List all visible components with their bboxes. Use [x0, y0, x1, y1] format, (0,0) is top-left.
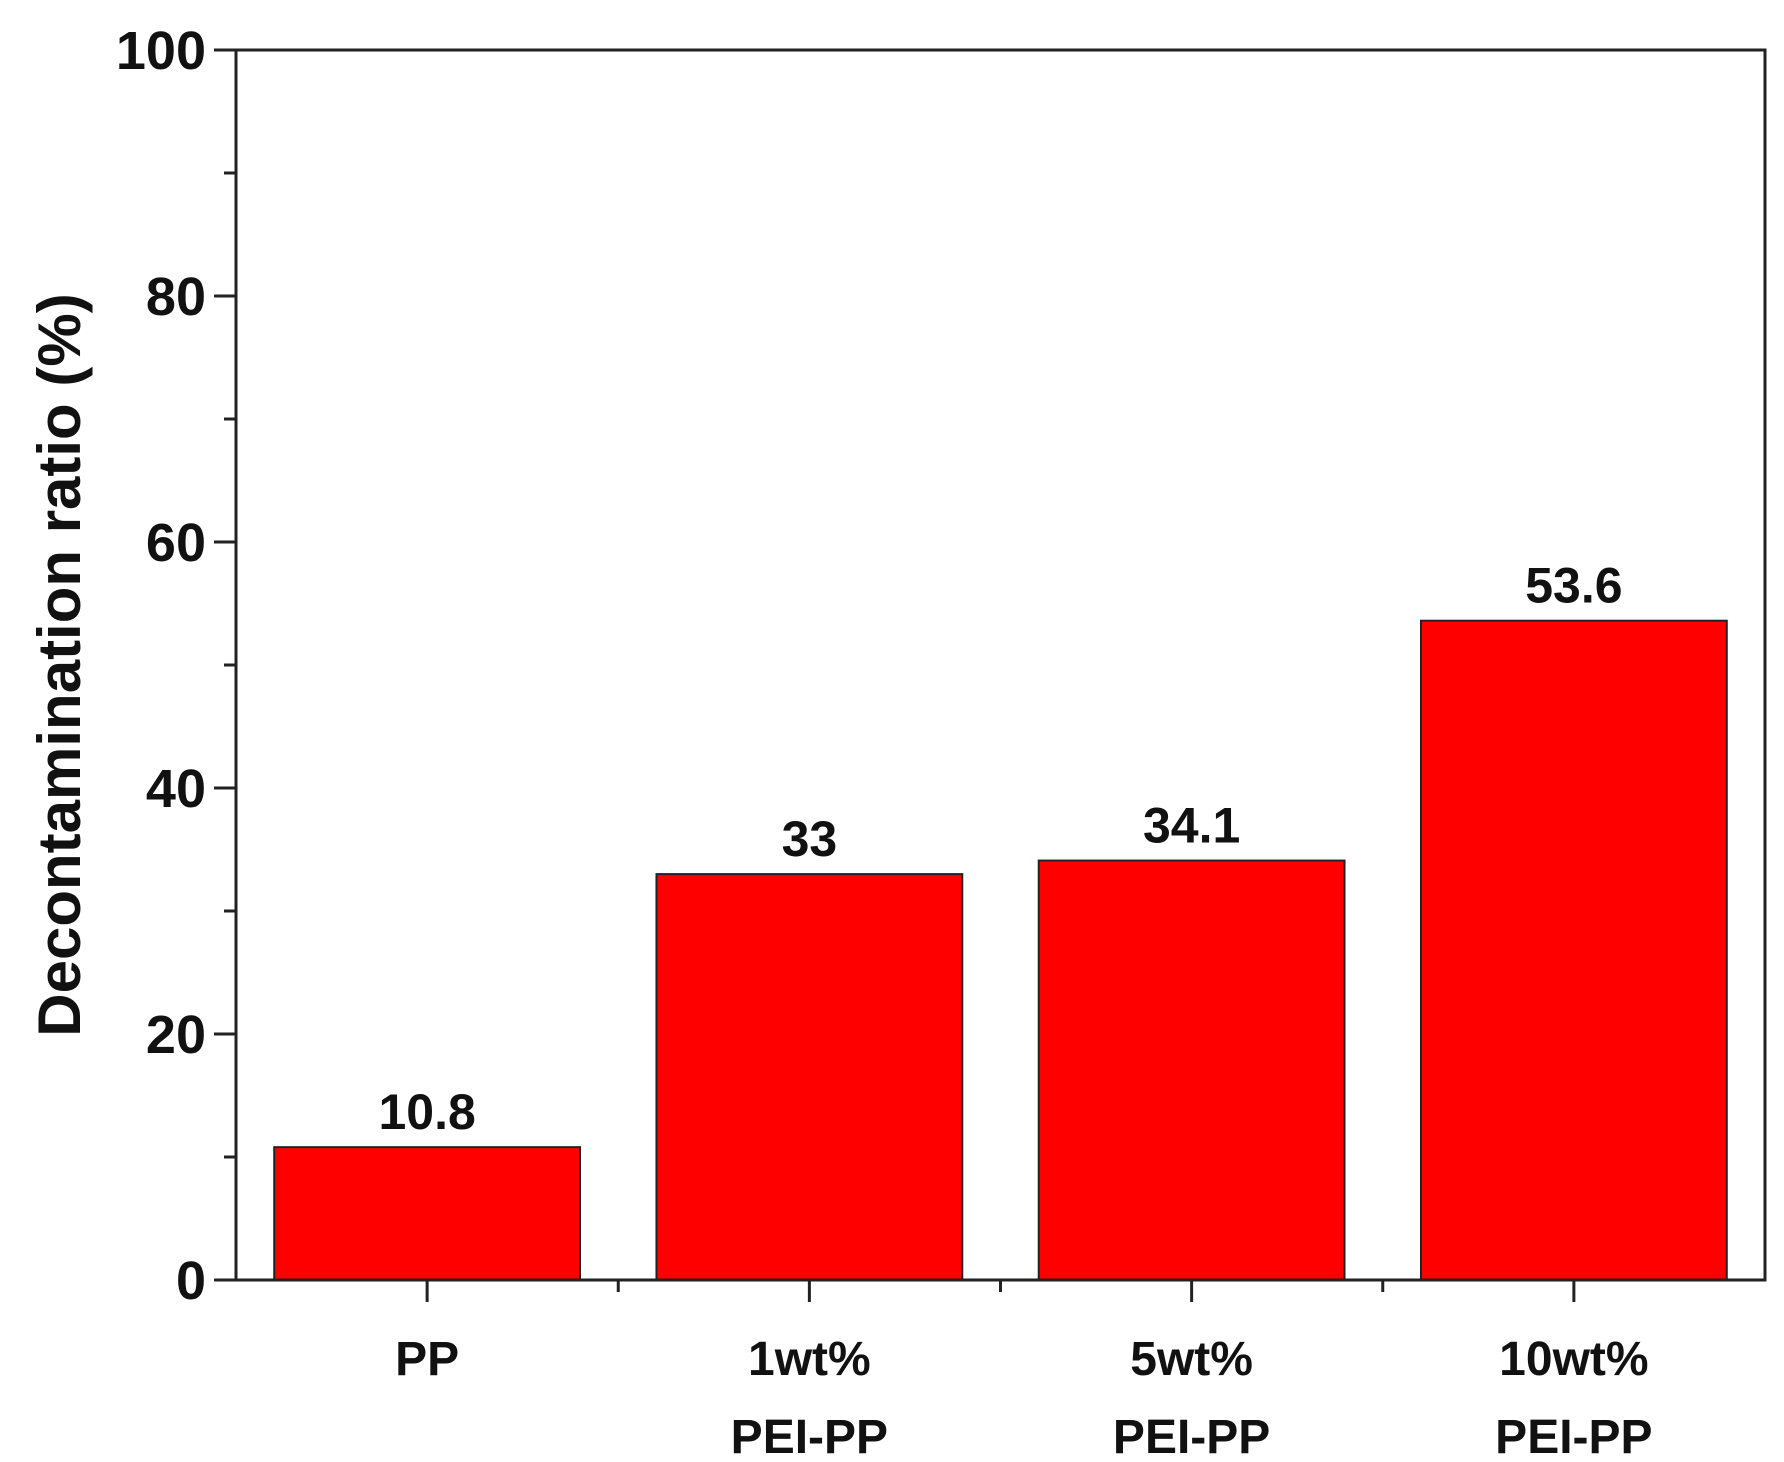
bar — [655, 873, 964, 1281]
y-tick-label: 80 — [146, 267, 206, 327]
x-category-label: PEI-PP — [1113, 1411, 1270, 1462]
x-category-label: PEI-PP — [731, 1411, 888, 1462]
x-category-label: 5wt% — [1130, 1333, 1253, 1386]
y-tick-label: 40 — [146, 759, 206, 819]
y-tick-label: 20 — [146, 1005, 206, 1065]
bar-value-label: 34.1 — [1143, 798, 1240, 854]
y-tick-label: 0 — [176, 1251, 206, 1311]
x-axis: PP 1wt% PEI-PP 5wt% PEI-PP 10wt% PEI-PP — [395, 1280, 1653, 1462]
bar-value-label: 10.8 — [378, 1084, 475, 1140]
x-category-label: 10wt% — [1499, 1333, 1648, 1386]
x-category-label: 1wt% — [748, 1333, 871, 1386]
y-tick-label: 100 — [116, 21, 206, 81]
x-category-label: PP — [395, 1333, 459, 1386]
y-axis: 0 20 40 60 80 100 — [116, 21, 236, 1311]
bar-value-label: 53.6 — [1525, 558, 1622, 614]
bar-value-label: 33 — [782, 811, 838, 867]
x-category-label: PEI-PP — [1495, 1411, 1652, 1462]
bars-layer — [273, 619, 1728, 1282]
y-axis-title: Decontamination ratio (%) — [26, 293, 93, 1036]
bar — [1419, 619, 1728, 1281]
value-labels-layer: 10.8 33 34.1 53.6 — [378, 558, 1622, 1140]
bar — [273, 1146, 582, 1282]
bar — [1037, 859, 1346, 1281]
y-tick-label: 60 — [146, 513, 206, 573]
